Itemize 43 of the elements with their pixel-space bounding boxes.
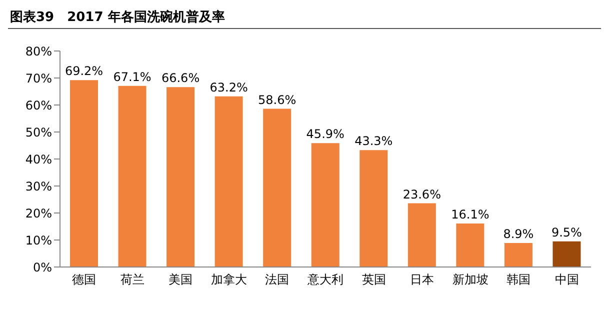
data-label: 63.2%: [210, 80, 248, 94]
x-tick-label: 日本: [410, 272, 434, 287]
data-label: 16.1%: [451, 208, 490, 222]
x-tick-label: 法国: [265, 272, 290, 287]
bar: [214, 96, 243, 267]
bar: [360, 150, 388, 267]
data-label: 23.6%: [402, 187, 441, 202]
bar: [263, 108, 292, 267]
bar: [118, 86, 146, 267]
y-tick-label: 20%: [25, 206, 52, 220]
y-tick-label: 10%: [25, 233, 52, 248]
bar: [166, 87, 195, 267]
x-tick-label: 意大利: [306, 272, 344, 287]
bar: [311, 143, 340, 267]
x-tick-label: 韩国: [506, 272, 531, 287]
data-label: 67.1%: [113, 70, 152, 84]
y-tick-label: 80%: [25, 44, 52, 58]
x-tick-label: 加拿大: [210, 272, 247, 287]
bar: [408, 203, 436, 267]
data-label: 69.2%: [64, 64, 104, 78]
y-tick-label: 50%: [25, 125, 52, 140]
x-tick-label: 德国: [72, 272, 96, 287]
x-tick-label: 荷兰: [120, 272, 144, 287]
data-label: 43.3%: [354, 134, 393, 148]
y-tick-label: 60%: [25, 98, 52, 112]
x-tick-label: 美国: [168, 272, 193, 287]
bar: [70, 80, 98, 267]
bar: [456, 224, 484, 267]
data-label: 9.5%: [551, 225, 582, 240]
y-tick-label: 40%: [25, 152, 52, 166]
x-tick-label: 中国: [554, 272, 579, 287]
bar: [504, 242, 532, 267]
data-label: 8.9%: [503, 226, 534, 241]
data-label: 58.6%: [258, 92, 296, 107]
data-label: 45.9%: [306, 127, 344, 142]
y-tick-label: 30%: [25, 179, 52, 194]
x-tick-label: 新加坡: [452, 272, 488, 287]
y-tick-label: 0%: [32, 260, 52, 274]
bar: [552, 241, 581, 267]
chart-title: 图表39 2017 年各国洗碗机普及率: [8, 8, 601, 29]
x-tick-label: 英国: [362, 272, 386, 287]
data-label: 66.6%: [161, 71, 200, 86]
y-tick-label: 70%: [25, 71, 52, 86]
